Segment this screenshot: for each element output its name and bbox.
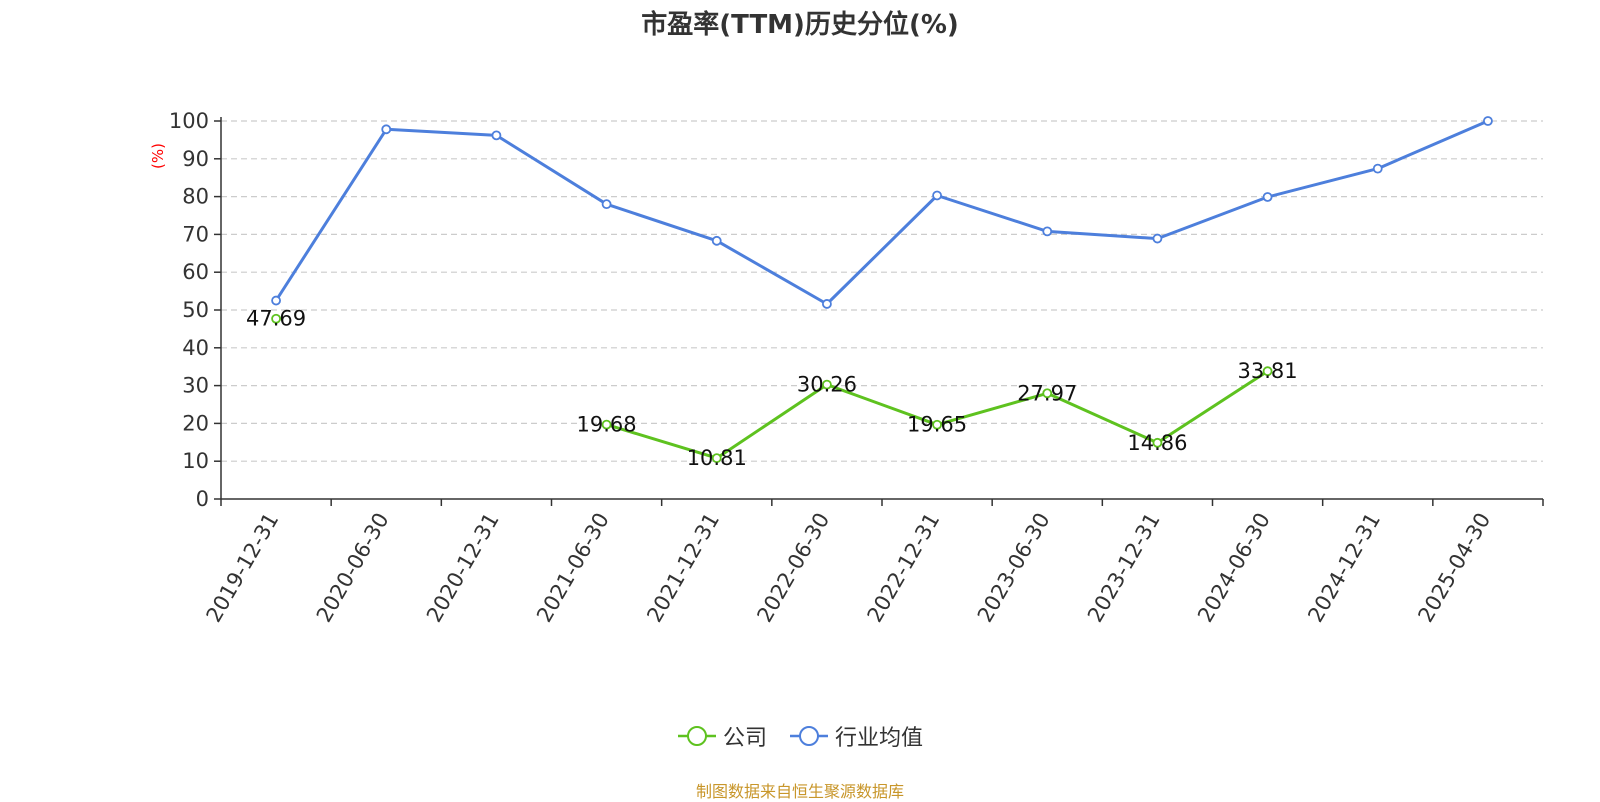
chart-title: 市盈率(TTM)历史分位(%): [641, 10, 959, 40]
data-point: [1262, 366, 1273, 377]
x-tick-label: 2022-06-30: [752, 509, 834, 627]
data-point: [711, 235, 722, 246]
y-tick-label: 20: [182, 411, 209, 435]
y-tick-label: 40: [182, 336, 209, 360]
x-tick-label: 2025-04-30: [1413, 509, 1495, 627]
data-point: [271, 295, 281, 306]
legend-label: 行业均值: [835, 726, 924, 751]
y-tick-label: 10: [182, 449, 209, 473]
data-label: 33.81: [1238, 359, 1298, 383]
data-label: 10.81: [687, 446, 747, 470]
grid-lines: [221, 120, 1543, 462]
legend-marker-icon: [677, 726, 716, 746]
legend: 公司 行业均值: [0, 720, 1600, 752]
y-tick-label: 70: [182, 222, 209, 246]
legend-item[interactable]: 行业均值: [789, 720, 923, 752]
data-point: [1152, 233, 1163, 244]
x-tick-label: 2020-12-31: [422, 509, 504, 627]
x-tick-label: 2021-06-30: [532, 509, 614, 627]
series-line: [274, 119, 1489, 306]
series: [271, 116, 1493, 464]
x-tick-label: 2024-12-31: [1303, 509, 1385, 627]
data-point: [1042, 226, 1053, 237]
y-tick-label: 90: [182, 147, 209, 171]
x-tick-label: 2023-12-31: [1083, 509, 1165, 627]
y-tick-label: 0: [196, 487, 209, 511]
data-point: [491, 130, 502, 141]
y-tick-label: 50: [182, 298, 209, 322]
y-tick-label: 100: [169, 109, 209, 133]
x-tick-label: 2020-06-30: [312, 509, 394, 627]
x-tick-label: 2023-06-30: [973, 509, 1055, 627]
data-point: [1042, 388, 1053, 399]
y-tick-label: 60: [182, 260, 209, 284]
legend-item[interactable]: 公司: [677, 720, 767, 752]
x-tick-label: 2019-12-31: [202, 509, 284, 627]
data-label: 47.69: [246, 307, 306, 331]
x-tick-label: 2022-12-31: [863, 509, 945, 627]
data-point: [1483, 116, 1493, 126]
y-tick-label: 30: [182, 374, 209, 398]
data-point: [822, 299, 832, 309]
data-point: [1262, 192, 1273, 202]
y-tick-label: 80: [182, 185, 209, 209]
axes: 0 10 20 30 40 50 60 70 80 90 100(%) 2019-12-31 2020-…: [149, 109, 1544, 627]
data-point: [601, 419, 612, 430]
data-point: [601, 199, 612, 210]
source-note: 制图数据来自恒生聚源数据库: [695, 782, 904, 801]
legend-marker-icon: [790, 726, 828, 746]
data-point: [932, 190, 942, 201]
data-label: 14.86: [1127, 431, 1187, 455]
data-label: 30.26: [797, 373, 857, 397]
data-point: [822, 379, 832, 390]
x-tick-label: 2024-06-30: [1193, 509, 1275, 627]
data-label: 27.97: [1017, 381, 1077, 405]
data-label: 19.68: [577, 413, 637, 437]
data-point: [271, 313, 281, 324]
data-point: [1152, 437, 1163, 448]
data-point: [381, 124, 392, 135]
y-axis-label: (%): [149, 143, 167, 169]
data-point: [711, 453, 722, 464]
x-tick-label: 2021-12-31: [642, 509, 724, 627]
legend-label: 公司: [722, 726, 767, 751]
data-point: [1372, 163, 1383, 174]
data-labels: 47.69 19.68 10.81 30.26 19.65 27.97 14.86 33.81: [246, 307, 1298, 470]
data-point: [932, 419, 942, 430]
data-label: 19.65: [907, 413, 967, 437]
